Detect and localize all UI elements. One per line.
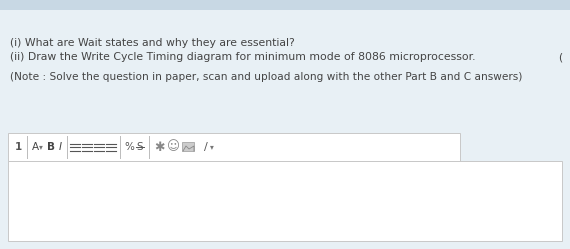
Text: (ii) Draw the Write Cycle Timing diagram for minimum mode of 8086 microprocessor: (ii) Draw the Write Cycle Timing diagram… (10, 52, 475, 62)
Text: ☺: ☺ (166, 140, 180, 153)
Text: ▾: ▾ (39, 142, 43, 151)
Text: S: S (137, 142, 143, 152)
Bar (8, 133, 460, 161)
Text: %: % (124, 142, 134, 152)
Text: A: A (31, 142, 39, 152)
Text: I: I (59, 142, 62, 152)
Text: (: ( (558, 52, 562, 62)
Bar (0, 0, 570, 10)
Text: B: B (47, 142, 55, 152)
Text: /: / (204, 142, 208, 152)
Text: (i) What are Wait states and why they are essential?: (i) What are Wait states and why they ar… (10, 38, 295, 48)
Text: (Note : Solve the question in paper, scan and upload along with the other Part B: (Note : Solve the question in paper, sca… (10, 72, 522, 82)
Text: ✱: ✱ (154, 140, 164, 153)
Bar (182, 142, 194, 151)
Text: ▾: ▾ (210, 142, 214, 151)
Text: 1: 1 (14, 142, 22, 152)
Bar (8, 161, 562, 241)
